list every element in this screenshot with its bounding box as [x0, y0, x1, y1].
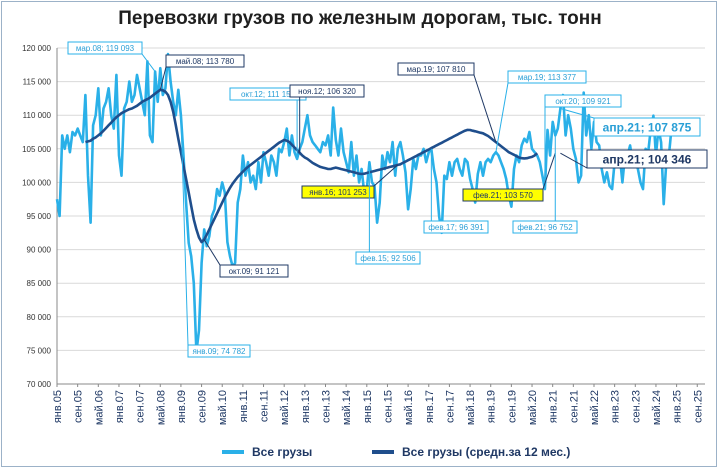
y-tick-label: 100 000: [22, 178, 51, 187]
annotation-label: мар.08; 119 093: [76, 44, 135, 53]
x-tick-label: май.16: [403, 390, 415, 425]
annotation-box: [544, 94, 622, 108]
x-tick-label: сен.13: [320, 390, 332, 423]
annotation-leader: [542, 153, 556, 190]
x-tick-label: янв.07: [114, 390, 126, 423]
x-tick-label: янв.09: [176, 390, 188, 423]
x-tick-label: янв.19: [486, 390, 498, 423]
chart-legend: Все грузы Все грузы (средн.за 12 мес.): [0, 445, 720, 465]
x-tick-label: май.22: [589, 390, 601, 425]
x-tick-label: сен.11: [259, 390, 271, 422]
y-tick-label: 115 000: [23, 78, 52, 87]
x-tick-label: янв.05: [52, 390, 64, 423]
annotation-box: [355, 251, 421, 265]
annotation-leader: [373, 164, 399, 187]
x-tick-label: май.10: [217, 390, 229, 425]
x-tick-label: сен.05: [73, 390, 85, 423]
x-tick-label: янв.21: [548, 390, 560, 423]
x-tick-label: сен.21: [568, 390, 580, 423]
x-tick-label: янв.25: [672, 390, 684, 423]
x-tick-label: май.14: [341, 390, 353, 425]
annotation-label: янв.09; 74 782: [192, 347, 246, 356]
y-tick-label: 105 000: [22, 145, 51, 154]
annotation-label: фев.21; 96 752: [517, 223, 573, 232]
legend-item-all-cargo: Все грузы: [222, 445, 312, 459]
annotation-leader: [159, 66, 167, 90]
annotation-box: [462, 188, 544, 202]
y-tick-label: 95 000: [27, 212, 52, 221]
annotation-box: [512, 220, 578, 234]
legend-item-average: Все грузы (средн.за 12 мес.): [372, 445, 570, 459]
annotation-box: [423, 220, 489, 234]
legend-label-average: Все грузы (средн.за 12 мес.): [402, 445, 571, 459]
annotation-box: [219, 264, 289, 278]
x-tick-label: сен.23: [630, 390, 642, 423]
x-tick-label: янв.11: [238, 390, 250, 422]
annotation-label: фев.17; 96 391: [428, 223, 484, 232]
annotation-label: ноя.12; 106 320: [298, 87, 356, 96]
x-tick-label: янв.23: [610, 390, 622, 423]
annotation-box: [507, 70, 587, 84]
x-tick-label: май.20: [527, 390, 539, 425]
annotation-label: апр.21; 104 346: [603, 152, 692, 166]
y-tick-label: 120 000: [22, 44, 51, 53]
annotation-leader: [180, 115, 189, 346]
annotation-box: [586, 149, 708, 169]
annotation-box: [187, 344, 251, 358]
x-tick-label: сен.15: [382, 390, 394, 423]
annotation-label: окт.20; 109 921: [555, 97, 611, 106]
x-tick-label: сен.07: [135, 390, 147, 423]
annotation-box: [67, 41, 143, 55]
annotation-label: янв.16; 101 253: [309, 188, 367, 197]
legend-swatch-light-icon: [222, 450, 244, 454]
x-tick-label: янв.17: [424, 390, 436, 423]
annotation-box: [301, 185, 375, 199]
annotation-box: [397, 62, 475, 76]
annotation-label: май.08; 113 780: [176, 57, 235, 66]
y-tick-label: 90 000: [27, 246, 52, 255]
y-tick-label: 80 000: [27, 313, 52, 322]
y-tick-label: 85 000: [27, 279, 52, 288]
annotation-leader: [473, 74, 497, 143]
annotation-leader: [203, 239, 221, 266]
annotation-leader: [495, 82, 509, 153]
annotation-leader: [141, 53, 156, 72]
x-tick-label: сен.09: [197, 390, 209, 423]
x-tick-label: май.18: [465, 390, 477, 425]
annotation-label: фев.15; 92 506: [360, 254, 416, 263]
x-tick-label: май.24: [651, 390, 663, 425]
y-tick-label: 70 000: [27, 380, 52, 389]
x-tick-label: янв.13: [300, 390, 312, 423]
annotation-label: мар.19; 113 377: [518, 73, 577, 82]
annotation-box: [289, 84, 365, 98]
annotation-label: окт.09; 91 121: [229, 267, 280, 276]
x-tick-label: янв.15: [362, 390, 374, 423]
annotation-label: окт.12; 111 151: [241, 90, 296, 99]
legend-label-all-cargo: Все грузы: [252, 445, 313, 459]
annotation-box: [593, 117, 701, 137]
annotation-label: мар.19; 107 810: [407, 65, 466, 74]
chart-title: Перевозки грузов по железным дорогам, ты…: [118, 8, 602, 29]
x-tick-label: май.12: [279, 390, 291, 425]
x-tick-label: сен.19: [506, 390, 518, 423]
x-tick-label: сен.17: [444, 390, 456, 423]
x-tick-label: сен.25: [692, 390, 704, 423]
annotation-leader: [560, 107, 595, 119]
legend-swatch-dark-icon: [372, 450, 394, 454]
annotation-label: фев.21; 103 570: [473, 191, 533, 200]
y-tick-label: 75 000: [27, 346, 52, 355]
x-tick-label: май.08: [155, 390, 167, 425]
annotation-label: апр.21; 107 875: [603, 120, 692, 134]
annotation-box: [165, 54, 245, 68]
x-tick-label: май.06: [93, 390, 105, 425]
y-tick-label: 110 000: [23, 111, 52, 120]
annotation-leader: [560, 152, 588, 169]
